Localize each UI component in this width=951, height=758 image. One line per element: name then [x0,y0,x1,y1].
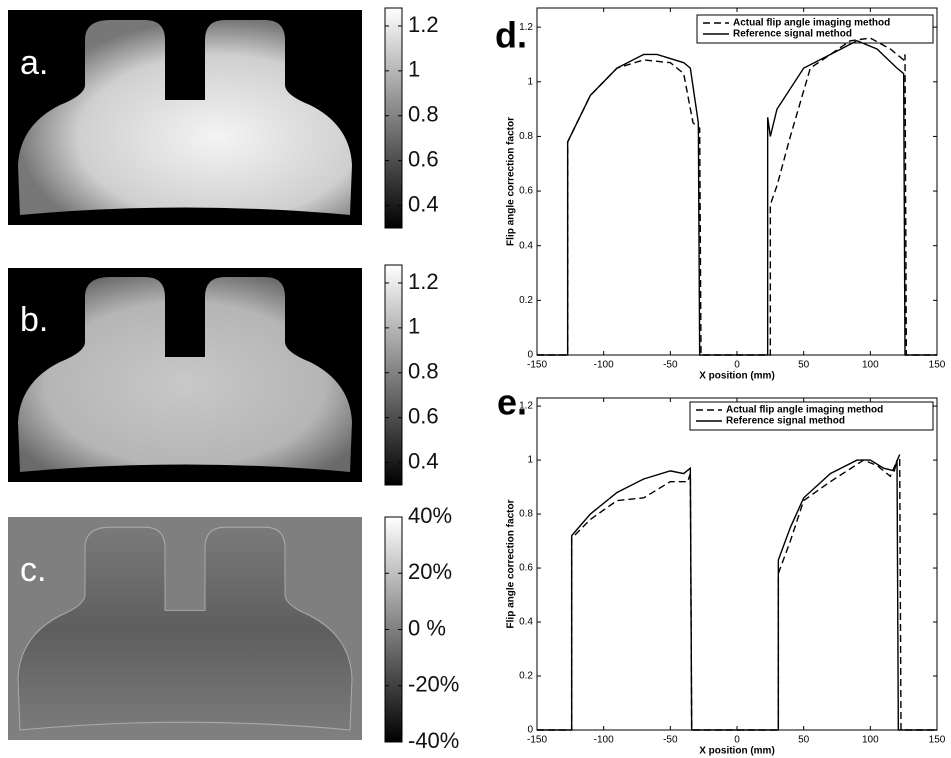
x-tick-label: 50 [798,735,810,746]
image-b [8,268,362,482]
x-tick-label: -100 [594,360,614,371]
colorbar-tick-label: 1.2 [408,269,439,294]
y-tick-label: 0.8 [519,509,533,520]
x-tick-label: 150 [929,360,946,371]
y-tick-label: 0 [527,725,533,736]
colorbar-tick-label: 0.4 [408,448,439,473]
y-tick-label: 0 [527,350,533,361]
panel-label: a. [20,44,48,82]
x-tick-label: 0 [734,360,740,371]
x-axis-label: X position (mm) [699,371,775,382]
y-tick-label: 1 [527,455,533,466]
colorbar [385,8,402,228]
panel-label: b. [20,301,48,339]
x-tick-label: 0 [734,735,740,746]
legend-label: Actual flip angle imaging method [726,405,883,416]
x-tick-label: 50 [798,360,810,371]
colorbar-tick-label: 0 % [408,615,446,640]
image-a [8,10,362,225]
series-line [537,38,937,355]
colorbar [385,265,402,485]
colorbar-tick-label: -20% [408,672,459,697]
colorbar-tick-label: 0.8 [408,102,439,127]
colorbar-tick-label: 0.8 [408,359,439,384]
y-tick-label: 0.6 [519,563,533,574]
colorbar-tick-label: 0.6 [408,403,439,428]
x-tick-label: 100 [862,735,879,746]
legend-label: Reference signal method [733,29,852,40]
x-tick-label: -50 [663,360,678,371]
plot-frame [537,398,937,730]
panel-label: d. [495,15,527,56]
x-tick-label: -150 [527,735,547,746]
colorbar-tick-label: 20% [408,559,452,584]
y-axis-label: Flip angle correction factor [506,499,517,628]
y-tick-label: 0.2 [519,671,533,682]
y-axis-label: Flip angle correction factor [506,117,517,246]
y-tick-label: 1.2 [519,401,533,412]
colorbar-tick-label: 1 [408,314,420,339]
series-line [537,41,937,355]
series-line [537,455,937,730]
colorbar-tick-label: -40% [408,728,459,753]
y-tick-label: 0.6 [519,186,533,197]
plot-frame [537,8,937,355]
colorbar-tick-label: 0.4 [408,191,439,216]
y-tick-label: 0.8 [519,131,533,142]
y-tick-label: 1 [527,76,533,87]
y-tick-label: 0.2 [519,295,533,306]
colorbar-tick-label: 40% [408,503,452,528]
x-tick-label: 150 [929,735,946,746]
y-tick-label: 0.4 [519,617,533,628]
x-axis-label: X position (mm) [699,746,775,757]
series-line [537,460,937,730]
x-tick-label: -50 [663,735,678,746]
colorbar-tick-label: 1 [408,57,420,82]
image-c [8,517,362,740]
legend-label: Actual flip angle imaging method [733,18,890,29]
x-tick-label: 100 [862,360,879,371]
y-tick-label: 0.4 [519,240,533,251]
y-tick-label: 1.2 [519,22,533,33]
colorbar-tick-label: 0.6 [408,146,439,171]
panel-label: c. [20,551,46,589]
figure: a. 0.4 0.6 0.8 1 1.2 b. 0.4 0.6 0.8 1 1.2 c. 40% 20% 0 … [0,0,951,758]
x-tick-label: -150 [527,360,547,371]
colorbar-tick-label: 1.2 [408,12,439,37]
legend-label: Reference signal method [726,416,845,427]
x-tick-label: -100 [594,735,614,746]
